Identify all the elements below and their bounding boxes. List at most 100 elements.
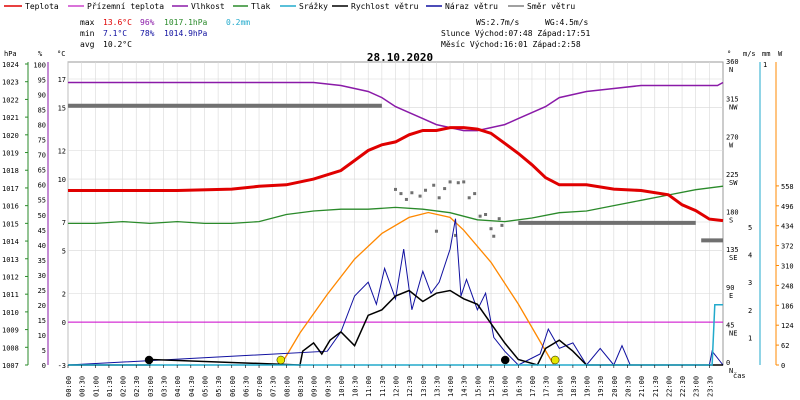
x-tick-label: 17:30: [543, 376, 551, 397]
x-tick-label: 15:30: [488, 376, 496, 397]
wm-tick: 434: [781, 223, 794, 231]
stat-min-hum: 78%: [140, 29, 155, 38]
stat-min-temp: 7.1°C: [103, 29, 127, 38]
wind-direction-point: [500, 223, 504, 227]
wind-direction-point: [418, 194, 422, 198]
pct-tick: 10: [38, 332, 46, 340]
dir-name-tick: SW: [729, 179, 738, 187]
temp-tick: 10: [58, 176, 66, 184]
hpa-unit: hPa: [4, 50, 17, 58]
temp-tick: 5: [62, 248, 66, 256]
temp-tick: 0: [62, 319, 66, 327]
ms-unit: m/s: [743, 50, 756, 58]
x-tick-label: 19:30: [597, 376, 605, 397]
series-solar: [280, 211, 555, 366]
x-tick-label: 09:00: [311, 376, 319, 397]
wind-direction-point: [410, 191, 414, 195]
x-tick-label: 21:30: [652, 376, 660, 397]
x-tick-label: 06:00: [229, 376, 237, 397]
stat-max-hum: 96%: [140, 18, 155, 27]
dir-name-tick: NW: [729, 104, 738, 112]
hpa-tick: 1011: [2, 291, 19, 299]
legend-naraz-vetru: Náraz větru: [445, 2, 498, 11]
stat-avg-temp: 10.2°C: [103, 40, 132, 49]
stat-max-rain: 0.2mm: [226, 18, 250, 27]
marker-moonrise: [500, 355, 510, 365]
wind-direction-point: [467, 196, 471, 200]
ms-tick: 1: [748, 334, 752, 342]
ms-tick: 2: [748, 307, 752, 315]
dir-deg-tick: 225: [726, 171, 739, 179]
wm-tick: 248: [781, 282, 794, 290]
wind-direction-point: [473, 192, 477, 196]
pct-tick: 100: [33, 62, 46, 70]
wm-tick: 124: [781, 322, 794, 330]
x-tick-label: 15:00: [474, 376, 482, 397]
pct-tick: 95: [38, 77, 46, 85]
pct-tick: 40: [38, 242, 46, 250]
wind-direction-point: [484, 213, 488, 216]
mm-unit: mm: [762, 50, 770, 58]
dir-name-tick: E: [729, 292, 733, 300]
hpa-tick: 1022: [2, 96, 19, 104]
x-tick-label: 00:30: [79, 376, 87, 397]
dir-name-tick: W: [729, 141, 734, 149]
dir-deg-tick: 0: [726, 359, 730, 367]
legend-rychlost-vetru: Rychlost větru: [351, 2, 419, 11]
x-tick-label: 06:30: [242, 376, 250, 397]
marker-sunrise: [276, 355, 286, 365]
x-tick-label: 03:00: [147, 376, 155, 397]
stat-max-temp: 13.6°C: [103, 18, 132, 27]
x-tick-label: 02:30: [133, 376, 141, 397]
pct-tick: 70: [38, 152, 46, 160]
pct-tick: 45: [38, 227, 46, 235]
series-wind-gust: [67, 218, 724, 366]
stat-min-press: 1014.9hPa: [164, 29, 208, 38]
x-tick-label: 10:00: [338, 376, 346, 397]
x-tick-label: 05:30: [215, 376, 223, 397]
dir-deg-tick: 180: [726, 209, 739, 217]
x-tick-label: 17:00: [529, 376, 537, 397]
ms-tick: 4: [748, 252, 752, 260]
x-tick-label: 04:00: [174, 376, 182, 397]
legend-tlak: Tlak: [251, 2, 270, 11]
stat-min-label: min: [80, 29, 95, 38]
wind-direction-point: [443, 187, 447, 191]
hpa-tick: 1013: [2, 256, 19, 264]
hpa-tick: 1007: [2, 362, 19, 370]
x-tick-label: 01:30: [106, 376, 114, 397]
x-tick-label: 12:30: [406, 376, 414, 397]
legend-prizemni-teplota: Přízemní teplota: [87, 2, 164, 11]
legend-smer-vetru: Směr větru: [527, 2, 575, 11]
pct-tick: 15: [38, 317, 46, 325]
dir-deg-tick: 270: [726, 133, 739, 141]
wind-direction-point: [492, 234, 496, 238]
wind-direction-point: [394, 187, 397, 191]
wind-direction-point: [497, 217, 501, 221]
temp-tick: -3: [58, 362, 66, 370]
pct-tick: 20: [38, 302, 46, 310]
hpa-tick: 1018: [2, 167, 19, 175]
series-temperature: [68, 126, 724, 223]
dir-name-tick: SE: [729, 254, 737, 262]
mm-tick: 1: [763, 61, 767, 69]
legend-srazky: Srážky: [299, 2, 328, 11]
x-tick-label: 07:00: [256, 376, 264, 397]
pct-tick: 85: [38, 107, 46, 115]
x-tick-label: 08:00: [283, 376, 291, 397]
wind-direction-point: [478, 214, 482, 218]
x-tick-label: 19:00: [584, 376, 592, 397]
plot-area: [67, 81, 724, 366]
pct-tick: 80: [38, 122, 46, 130]
temp-tick: 12: [58, 148, 66, 156]
x-tick-label: 20:00: [611, 376, 619, 397]
stat-wind-gust: WG:4.5m/s: [545, 18, 589, 27]
hpa-tick: 1009: [2, 327, 19, 335]
wind-direction-point: [448, 180, 452, 184]
x-tick-label: 23:30: [706, 376, 714, 397]
time-axis-label: čas: [733, 372, 746, 380]
dir-name-tick: N: [729, 66, 733, 74]
wm-tick: 62: [781, 342, 789, 350]
dir-deg-tick: 90: [726, 284, 734, 292]
dir-name-tick: NE: [729, 329, 737, 337]
